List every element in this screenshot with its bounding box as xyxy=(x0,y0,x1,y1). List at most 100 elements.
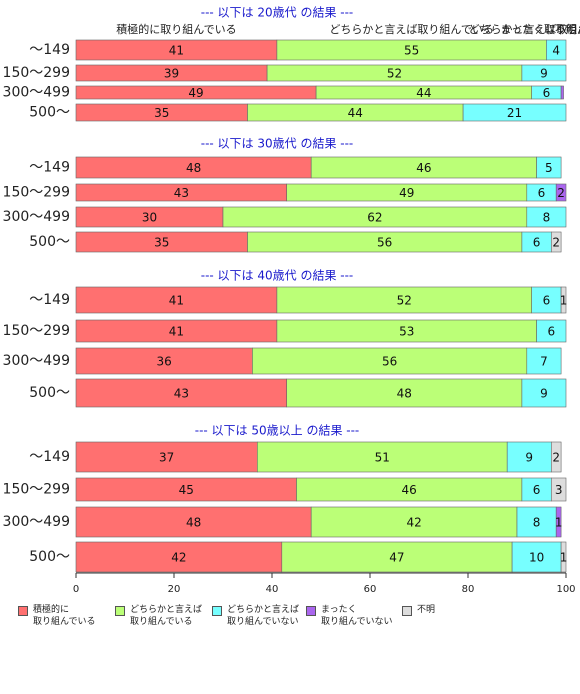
value-label: 51 xyxy=(375,451,390,465)
value-label: 2 xyxy=(557,186,565,200)
bar-segment xyxy=(526,206,567,228)
value-label: 48 xyxy=(186,516,201,530)
legend-item: どちらかと言えば 取り組んでいる xyxy=(115,604,202,628)
bar-segment xyxy=(286,378,523,408)
legend-item: 不明 xyxy=(402,604,435,616)
value-label: 44 xyxy=(348,106,363,120)
x-tick-label: 60 xyxy=(364,584,377,595)
value-label: 46 xyxy=(416,161,431,175)
value-label: 35 xyxy=(154,106,169,120)
bar-segment xyxy=(550,441,562,473)
value-label: 35 xyxy=(154,236,169,250)
value-label: 30 xyxy=(142,211,157,225)
value-label: 1 xyxy=(560,294,568,308)
value-label: 2 xyxy=(552,236,560,250)
value-label: 55 xyxy=(404,44,419,58)
category-label: 500～ xyxy=(29,549,70,565)
x-tick-label: 100 xyxy=(556,584,575,595)
value-label: 42 xyxy=(171,551,186,565)
value-label: 6 xyxy=(533,236,541,250)
value-label: 6 xyxy=(533,483,541,497)
x-tick-label: 20 xyxy=(168,584,181,595)
bar-segment xyxy=(521,64,567,82)
legend-label: どちらかと言えば 取り組んでいる xyxy=(130,605,203,627)
value-label: 2 xyxy=(552,451,560,465)
column-header: 積極的に取り組んでいる xyxy=(116,22,236,36)
category-label: ～149 xyxy=(29,292,70,308)
category-label: 300～499 xyxy=(3,209,70,225)
value-label: 6 xyxy=(547,325,555,339)
bar-segment xyxy=(75,441,258,473)
bar-segment xyxy=(555,506,562,538)
legend-item: まったく 取り組んでいない xyxy=(306,604,393,628)
value-label: 8 xyxy=(533,516,541,530)
legend-item: 積極的に 取り組んでいる xyxy=(18,604,96,628)
category-label: 300～499 xyxy=(3,353,70,369)
legend-label: どちらかと言えば 取り組んでいない xyxy=(227,605,300,627)
legend-swatch xyxy=(306,606,316,616)
value-label: 36 xyxy=(157,355,172,369)
column-header: 不明 xyxy=(555,23,577,36)
bar-segment xyxy=(75,378,287,408)
legend-label: 不明 xyxy=(417,605,436,615)
bar-segment xyxy=(75,347,253,375)
category-label: 300～499 xyxy=(3,514,70,530)
panel-title: --- 以下は 30歳代 の結果 --- xyxy=(201,137,354,151)
category-label: ～149 xyxy=(29,449,70,465)
bar-segment xyxy=(516,506,557,538)
value-label: 52 xyxy=(397,294,412,308)
value-label: 1 xyxy=(560,551,568,565)
category-label: 500～ xyxy=(29,385,70,401)
value-label: 4 xyxy=(552,44,560,58)
value-label: 46 xyxy=(402,483,417,497)
panel-title: --- 以下は 20歳代 の結果 --- xyxy=(201,6,354,20)
panel-title: --- 以下は 50歳以上 の結果 --- xyxy=(195,424,360,438)
value-label: 49 xyxy=(399,186,414,200)
category-label: 150～299 xyxy=(3,323,70,339)
legend-label: まったく 取り組んでいない xyxy=(321,605,393,627)
bar-segment xyxy=(511,541,562,573)
value-label: 6 xyxy=(538,186,546,200)
value-label: 5 xyxy=(545,161,553,175)
bar-segment xyxy=(550,231,562,253)
bar-segment xyxy=(462,103,567,122)
bar-segment xyxy=(546,39,567,61)
bar-segment xyxy=(75,541,283,573)
category-label: 150～299 xyxy=(3,65,70,81)
bar-segment xyxy=(550,477,567,502)
value-label: 3 xyxy=(555,483,563,497)
x-tick-label: 40 xyxy=(266,584,279,595)
x-tick-label: 0 xyxy=(73,584,79,595)
value-label: 62 xyxy=(367,211,382,225)
chart: --- 以下は 20歳代 の結果 ---～149 41積極的に取り組んでいる55ど… xyxy=(3,6,580,596)
value-label: 43 xyxy=(174,387,189,401)
bar-segment xyxy=(531,286,562,314)
value-label: 7 xyxy=(540,355,548,369)
x-tick-label: 80 xyxy=(462,584,475,595)
bar-segment xyxy=(536,319,567,343)
legend-swatch xyxy=(402,606,412,616)
category-label: ～149 xyxy=(29,42,70,58)
category-label: ～149 xyxy=(29,160,70,176)
bar-segment xyxy=(75,506,312,538)
bar-segment xyxy=(75,286,278,314)
bar-segment xyxy=(276,286,532,314)
value-label: 41 xyxy=(169,44,184,58)
value-label: 52 xyxy=(387,67,402,81)
value-label: 42 xyxy=(406,516,421,530)
value-label: 21 xyxy=(507,106,522,120)
value-label: 6 xyxy=(543,86,551,100)
bar-segment xyxy=(560,541,567,573)
value-label: 48 xyxy=(186,161,201,175)
category-label: 300～499 xyxy=(3,85,70,101)
value-label: 43 xyxy=(174,186,189,200)
value-label: 41 xyxy=(169,294,184,308)
bar-segment xyxy=(521,378,567,408)
bar-segment xyxy=(526,347,562,375)
value-label: 45 xyxy=(179,483,194,497)
value-label: 49 xyxy=(188,86,203,100)
value-label: 39 xyxy=(164,67,179,81)
category-label: 150～299 xyxy=(3,185,70,201)
bar-segment xyxy=(281,541,513,573)
value-label: 41 xyxy=(169,325,184,339)
